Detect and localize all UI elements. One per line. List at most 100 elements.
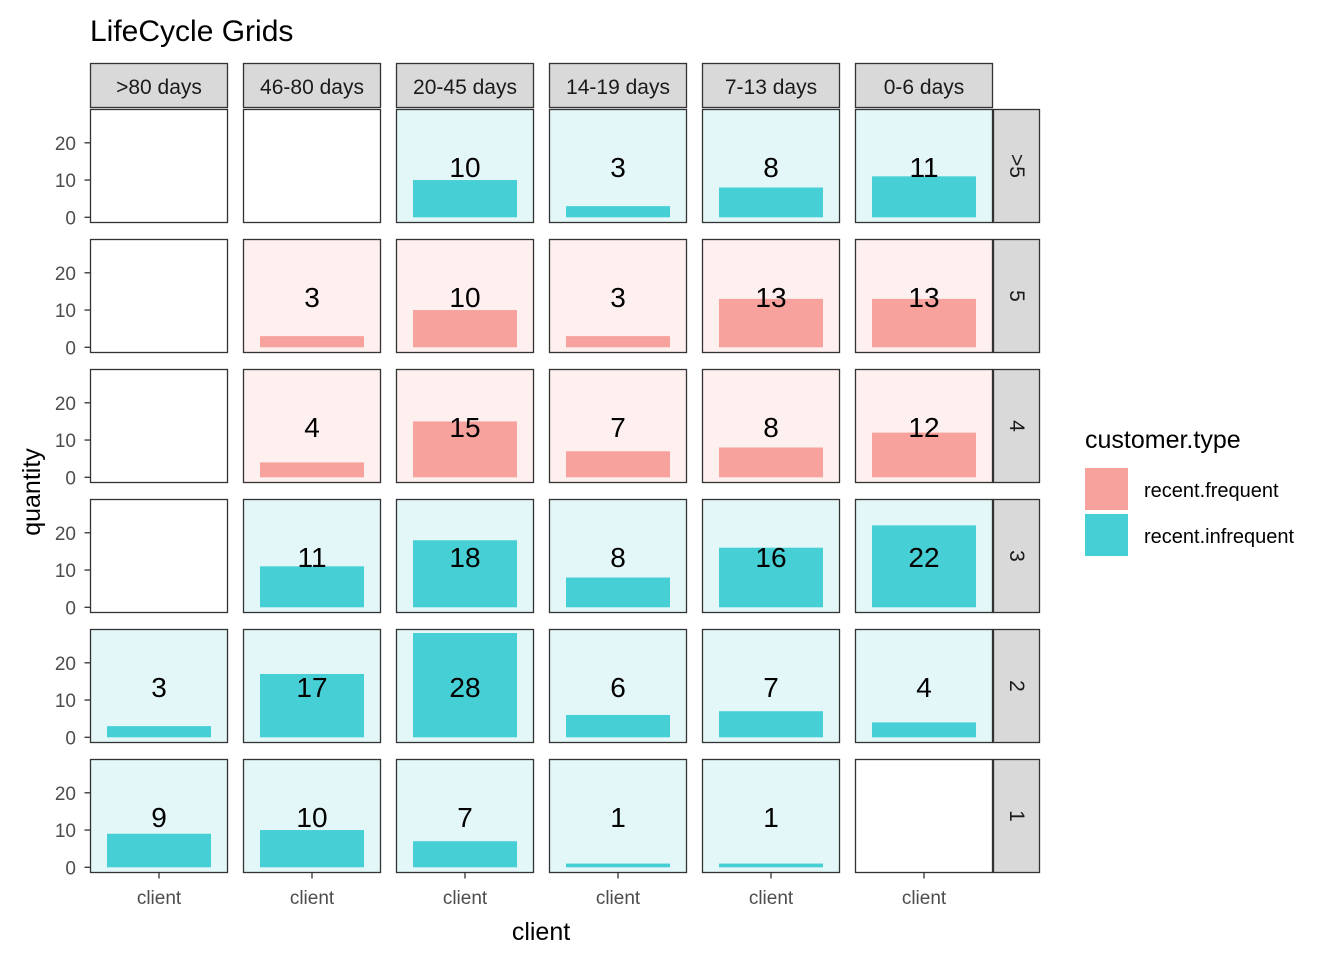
bar [260,336,364,348]
row-strip-label: 5 [1005,290,1028,302]
panel-r6-c6 [854,758,994,874]
y-tick-label: 0 [65,728,76,749]
panel-r4-c5: 16 [701,498,841,614]
row-strip: >5 [992,108,1041,224]
x-axis: client [290,873,335,909]
bar [872,432,976,478]
panel-border [242,238,382,354]
bar [719,447,823,478]
strip-background [992,498,1041,614]
bar [566,451,670,478]
panel-r3-c4: 7 [548,368,688,484]
row-strip: 5 [992,238,1041,354]
bar [413,841,517,868]
panel-r2-c2: 3 [242,238,382,354]
y-tick-label: 20 [55,134,76,155]
panel-r4-c4: 8 [548,498,688,614]
column-strip: 0-6 days [854,62,994,109]
data-label: 11 [297,542,326,573]
panel-border [89,368,229,484]
panel-border [701,238,841,354]
panel-border [242,498,382,614]
y-axis: 0 10 20 [55,264,90,359]
data-label: 17 [296,672,327,703]
column-strip: 20-45 days [395,62,535,109]
legend: customer.type recent.frequent recent.infr… [1085,426,1295,556]
data-label: 1 [763,802,779,833]
bar [719,547,823,608]
column-strip: 7-13 days [701,62,841,109]
y-tick-label: 0 [65,468,76,489]
y-axis: 0 10 20 [55,134,90,229]
data-label: 4 [916,672,932,703]
panel-border [395,498,535,614]
strip-background [992,368,1041,484]
panel-border [89,238,229,354]
panel-r2-c3: 10 [395,238,535,354]
panel-border [395,758,535,874]
panel-border [854,758,994,874]
bar [872,722,976,738]
panel-background [549,759,687,873]
panel-r2-c5: 13 [701,238,841,354]
data-label: 8 [610,542,626,573]
bar [413,310,517,348]
panel-r3-c5: 8 [701,368,841,484]
bar [719,711,823,738]
row-strip: 1 [992,758,1041,874]
data-label: 1 [610,802,626,833]
bar [413,633,517,738]
panel-background [90,369,228,483]
panel-border [548,368,688,484]
bar [260,566,364,608]
panel-background [90,109,228,223]
y-tick-label: 10 [55,691,76,712]
data-label: 8 [763,152,779,183]
panel-border [701,758,841,874]
panel-border [701,628,841,744]
column-strip-label: 7-13 days [725,76,817,99]
row-strip: 3 [992,498,1041,614]
x-tick-label: client [137,888,182,909]
column-strip-label: >80 days [116,76,202,99]
row-strip-label: >5 [1005,154,1028,178]
column-strip: 46-80 days [242,62,382,109]
column-strip: 14-19 days [548,62,688,109]
panel-border [395,628,535,744]
y-tick-label: 10 [55,171,76,192]
bar [566,577,670,608]
strip-background [548,62,688,109]
y-axis: 0 10 20 [55,394,90,489]
data-label: 3 [610,152,626,183]
y-axis: 0 10 20 [55,784,90,879]
panel-border [854,238,994,354]
panel-border [89,108,229,224]
bar [413,421,517,478]
panel-border [548,108,688,224]
panel-r1-c1 [89,108,229,224]
legend-entry: recent.frequent [1085,468,1279,510]
y-axis-title: quantity [18,448,46,536]
x-axis: client [749,873,794,909]
data-label: 7 [763,672,779,703]
data-label: 6 [610,672,626,703]
panel-r4-c2: 11 [242,498,382,614]
panel-border [242,758,382,874]
panel-border [548,758,688,874]
panel-border [548,238,688,354]
x-axis: client [137,873,182,909]
panel-r1-c2 [242,108,382,224]
panel-background [243,239,381,353]
y-axis: 0 10 20 [55,654,90,749]
x-axes: client client client client client client [137,873,947,909]
data-label: 10 [296,802,327,833]
y-tick-label: 20 [55,264,76,285]
panel-background [549,239,687,353]
data-label: 18 [449,542,480,573]
x-axis: client [596,873,641,909]
x-tick-label: client [596,888,641,909]
panel-background [90,499,228,613]
legend-swatch [1085,468,1128,510]
